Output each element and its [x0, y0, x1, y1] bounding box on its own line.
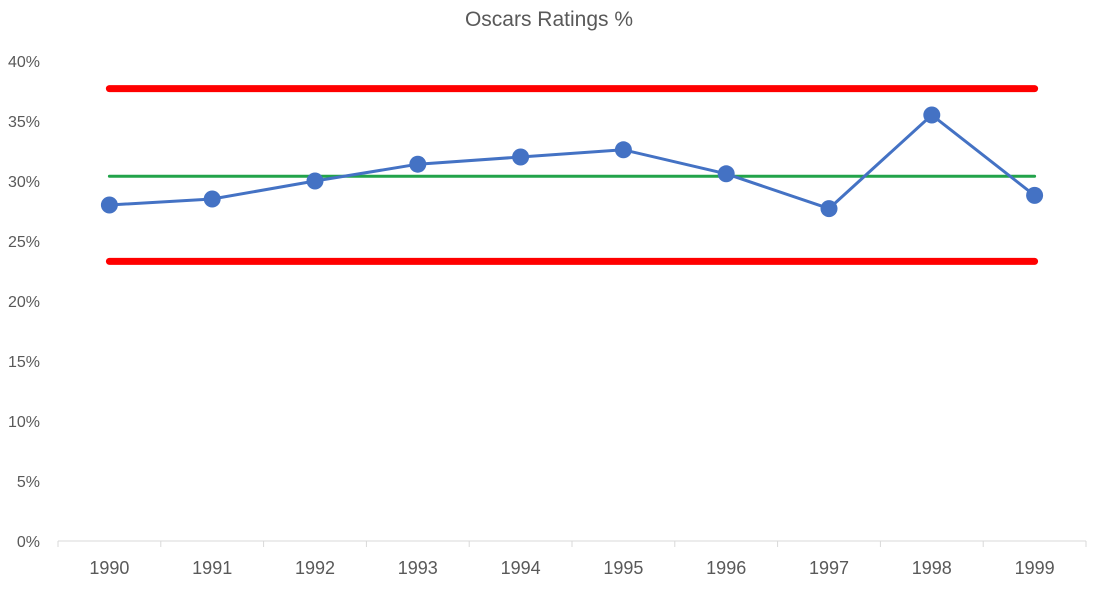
y-tick-label: 15% [8, 354, 40, 371]
data-point [100, 196, 118, 214]
x-tick-label: 1995 [603, 558, 643, 578]
y-tick-label: 30% [8, 174, 40, 191]
data-point [820, 200, 838, 218]
y-tick-label: 10% [8, 414, 40, 431]
y-tick-label: 0% [17, 534, 40, 551]
y-tick-label: 35% [8, 114, 40, 131]
y-tick-label: 40% [8, 54, 40, 71]
x-tick-label: 1990 [89, 558, 129, 578]
data-point [203, 190, 221, 208]
x-tick-label: 1992 [295, 558, 335, 578]
x-tick-label: 1993 [398, 558, 438, 578]
data-point [614, 141, 632, 159]
series-line [109, 113, 1036, 211]
data-point [512, 148, 530, 166]
data-point [409, 155, 427, 173]
x-tick-label: 1996 [706, 558, 746, 578]
x-tick-label: 1991 [192, 558, 232, 578]
data-point [923, 106, 941, 124]
x-tick-label: 1997 [809, 558, 849, 578]
y-tick-label: 5% [17, 474, 40, 491]
y-tick-label: 25% [8, 234, 40, 251]
x-tick-label: 1998 [912, 558, 952, 578]
data-point [306, 172, 324, 190]
x-tick-label: 1994 [501, 558, 541, 578]
x-tick-label: 1999 [1015, 558, 1055, 578]
data-point [717, 165, 735, 183]
chart-title: Oscars Ratings % [464, 8, 634, 31]
data-point [1026, 186, 1044, 204]
y-tick-label: 20% [8, 294, 40, 311]
